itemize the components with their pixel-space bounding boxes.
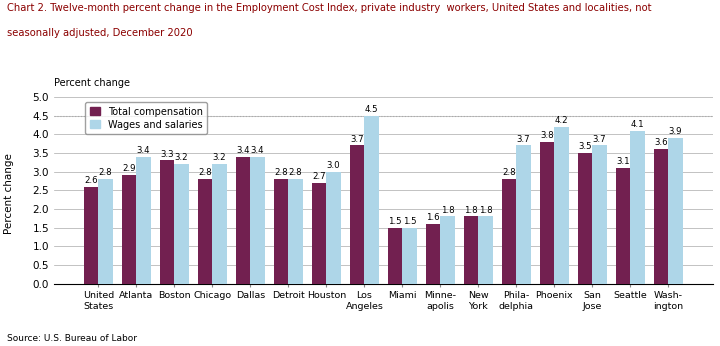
Text: Chart 2. Twelve-month percent change in the Employment Cost Index, private indus: Chart 2. Twelve-month percent change in …	[7, 3, 652, 13]
Bar	[478, 217, 493, 284]
Bar	[274, 179, 289, 284]
Bar	[174, 164, 189, 284]
Bar	[136, 157, 150, 284]
Bar	[289, 179, 303, 284]
Text: 3.2: 3.2	[213, 153, 226, 162]
Text: 3.1: 3.1	[616, 157, 630, 166]
Text: 3.0: 3.0	[327, 161, 341, 170]
Text: 1.5: 1.5	[388, 217, 402, 226]
Bar	[464, 217, 478, 284]
Text: 3.7: 3.7	[517, 135, 531, 144]
Bar	[578, 153, 593, 284]
Text: 1.5: 1.5	[402, 217, 416, 226]
Bar	[326, 172, 341, 284]
Text: Percent change: Percent change	[54, 78, 130, 88]
Text: 4.2: 4.2	[555, 116, 569, 125]
Bar	[160, 161, 174, 284]
Bar	[441, 217, 455, 284]
Bar	[402, 228, 417, 284]
Bar	[616, 168, 631, 284]
Bar	[654, 149, 668, 284]
Bar	[388, 228, 402, 284]
Bar	[516, 145, 531, 284]
Bar	[364, 116, 379, 284]
Text: 3.8: 3.8	[541, 131, 554, 140]
Text: 2.9: 2.9	[122, 164, 136, 173]
Bar	[198, 179, 212, 284]
Bar	[212, 164, 227, 284]
Text: 3.4: 3.4	[251, 146, 264, 155]
Text: 3.7: 3.7	[351, 135, 364, 144]
Bar	[554, 127, 569, 284]
Text: Percent change: Percent change	[4, 153, 14, 234]
Text: 3.5: 3.5	[578, 142, 592, 151]
Text: 2.8: 2.8	[289, 168, 302, 177]
Bar	[631, 130, 645, 284]
Text: 3.7: 3.7	[593, 135, 606, 144]
Bar	[350, 145, 364, 284]
Text: Source: U.S. Bureau of Labor: Source: U.S. Bureau of Labor	[7, 334, 138, 343]
Text: 2.6: 2.6	[84, 176, 98, 185]
Text: 2.8: 2.8	[99, 168, 112, 177]
Text: 2.8: 2.8	[503, 168, 516, 177]
Bar	[593, 145, 607, 284]
Text: 1.8: 1.8	[464, 206, 478, 215]
Text: 3.3: 3.3	[161, 149, 174, 158]
Text: 4.5: 4.5	[365, 105, 379, 114]
Bar	[502, 179, 516, 284]
Text: 1.8: 1.8	[441, 206, 454, 215]
Text: 3.2: 3.2	[175, 153, 189, 162]
Bar	[426, 224, 441, 284]
Bar	[84, 186, 99, 284]
Text: 3.4: 3.4	[236, 146, 250, 155]
Text: seasonally adjusted, December 2020: seasonally adjusted, December 2020	[7, 28, 193, 38]
Bar	[99, 179, 113, 284]
Bar	[540, 142, 554, 284]
Legend: Total compensation, Wages and salaries: Total compensation, Wages and salaries	[85, 102, 207, 134]
Bar	[236, 157, 251, 284]
Text: 3.4: 3.4	[137, 146, 150, 155]
Bar	[668, 138, 683, 284]
Bar	[312, 183, 326, 284]
Bar	[251, 157, 265, 284]
Text: 2.8: 2.8	[198, 168, 212, 177]
Text: 1.8: 1.8	[479, 206, 492, 215]
Text: 1.6: 1.6	[426, 213, 440, 222]
Bar	[122, 175, 136, 284]
Text: 3.9: 3.9	[669, 127, 683, 136]
Text: 2.8: 2.8	[274, 168, 288, 177]
Text: 4.1: 4.1	[631, 120, 644, 129]
Text: 3.6: 3.6	[654, 138, 668, 147]
Text: 2.7: 2.7	[312, 172, 326, 181]
